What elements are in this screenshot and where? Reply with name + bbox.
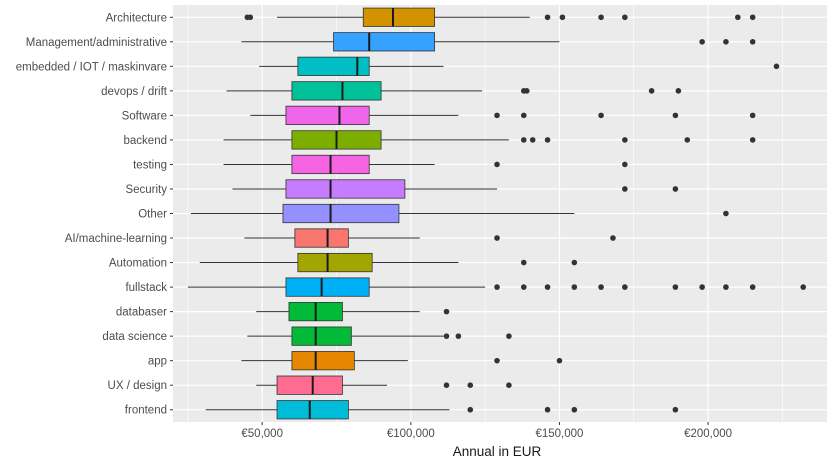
category-label: devops / drift	[101, 86, 168, 98]
box-layer	[187, 7, 807, 420]
category-label: databaser	[116, 307, 167, 319]
outlier-point	[455, 333, 462, 339]
outlier-point	[675, 88, 682, 94]
outlier-point	[494, 235, 500, 241]
outlier-point	[672, 406, 679, 413]
iqr-box	[285, 105, 370, 125]
outlier-point	[443, 333, 450, 339]
outlier-point	[571, 406, 578, 413]
category-label: Architecture	[106, 12, 167, 24]
iqr-box	[297, 56, 370, 76]
x-tick-label: €150,000	[535, 428, 583, 440]
category-label: UX / design	[108, 380, 167, 392]
outlier-point	[544, 284, 551, 290]
outlier-point	[672, 284, 679, 290]
outlier-point	[723, 210, 729, 217]
category-label: fullstack	[125, 282, 167, 294]
outlier-point	[467, 406, 474, 413]
outlier-point	[723, 284, 729, 290]
category-label: Other	[138, 209, 167, 221]
outlier-point	[735, 14, 741, 21]
outlier-point	[506, 382, 512, 389]
category-label: testing	[133, 159, 167, 171]
outlier-point	[749, 14, 756, 21]
outlier-point	[622, 161, 628, 168]
outlier-point	[622, 284, 628, 290]
category-labels: Architecture Management/administrative emb…	[16, 12, 173, 417]
outlier-point	[529, 137, 536, 143]
category-label: Security	[125, 184, 167, 196]
category-label: app	[148, 356, 167, 368]
outlier-point	[699, 284, 705, 290]
iqr-box	[294, 228, 349, 248]
category-label: Software	[122, 110, 167, 122]
outlier-point	[467, 382, 474, 389]
outlier-point	[598, 284, 604, 290]
outlier-point	[523, 88, 530, 94]
outlier-point	[247, 14, 254, 21]
outlier-point	[443, 382, 450, 389]
outlier-point	[571, 259, 578, 266]
outlier-point	[544, 137, 551, 143]
outlier-point	[443, 308, 450, 315]
outlier-point	[520, 284, 527, 290]
outlier-point	[544, 14, 551, 21]
iqr-box	[282, 203, 400, 224]
outlier-point	[723, 38, 729, 45]
outlier-point	[773, 63, 780, 70]
outlier-point	[610, 235, 616, 241]
iqr-box	[285, 277, 370, 297]
outlier-point	[559, 14, 566, 21]
outlier-point	[622, 137, 628, 143]
outlier-point	[520, 259, 527, 266]
category-label: Management/administrative	[26, 37, 167, 49]
iqr-box	[291, 351, 355, 371]
iqr-box	[276, 400, 349, 420]
outlier-point	[544, 406, 551, 413]
iqr-box	[285, 179, 406, 199]
outlier-point	[622, 14, 628, 21]
outlier-point	[672, 186, 679, 192]
outlier-point	[506, 333, 512, 339]
iqr-box	[291, 81, 382, 101]
outlier-point	[800, 284, 807, 290]
outlier-point	[684, 137, 691, 143]
outlier-point	[571, 284, 578, 290]
outlier-point	[749, 112, 756, 119]
category-label: data science	[102, 331, 167, 343]
outlier-point	[749, 284, 756, 290]
outlier-point	[749, 137, 756, 143]
category-label: backend	[124, 135, 167, 147]
outlier-point	[598, 14, 604, 21]
x-tick-label: €100,000	[387, 428, 435, 440]
category-label: embedded / IOT / maskinvare	[16, 61, 167, 73]
category-label: Automation	[109, 258, 167, 270]
outlier-point	[749, 38, 756, 45]
outlier-point	[494, 284, 500, 290]
outlier-point	[494, 357, 500, 364]
iqr-box	[297, 252, 373, 273]
outlier-point	[699, 38, 705, 45]
iqr-box	[333, 32, 436, 52]
category-label: AI/machine-learning	[65, 233, 167, 245]
outlier-point	[556, 357, 563, 364]
outlier-point	[494, 161, 500, 168]
outlier-point	[494, 112, 500, 119]
x-tick-labels: €50,000 €100,000 €150,000 €200,000	[241, 422, 732, 440]
x-axis-title: Annual in EUR	[453, 444, 542, 459]
x-tick-label: €50,000	[241, 428, 283, 440]
outlier-point	[622, 186, 628, 192]
outlier-point	[672, 112, 679, 119]
category-label: frontend	[125, 405, 167, 417]
outlier-point	[598, 112, 604, 119]
outlier-point	[520, 137, 527, 143]
iqr-box	[291, 326, 352, 346]
iqr-box	[276, 375, 343, 395]
iqr-box	[362, 7, 435, 27]
outlier-point	[648, 88, 655, 94]
x-tick-label: €200,000	[684, 428, 732, 440]
outlier-point	[520, 112, 527, 119]
